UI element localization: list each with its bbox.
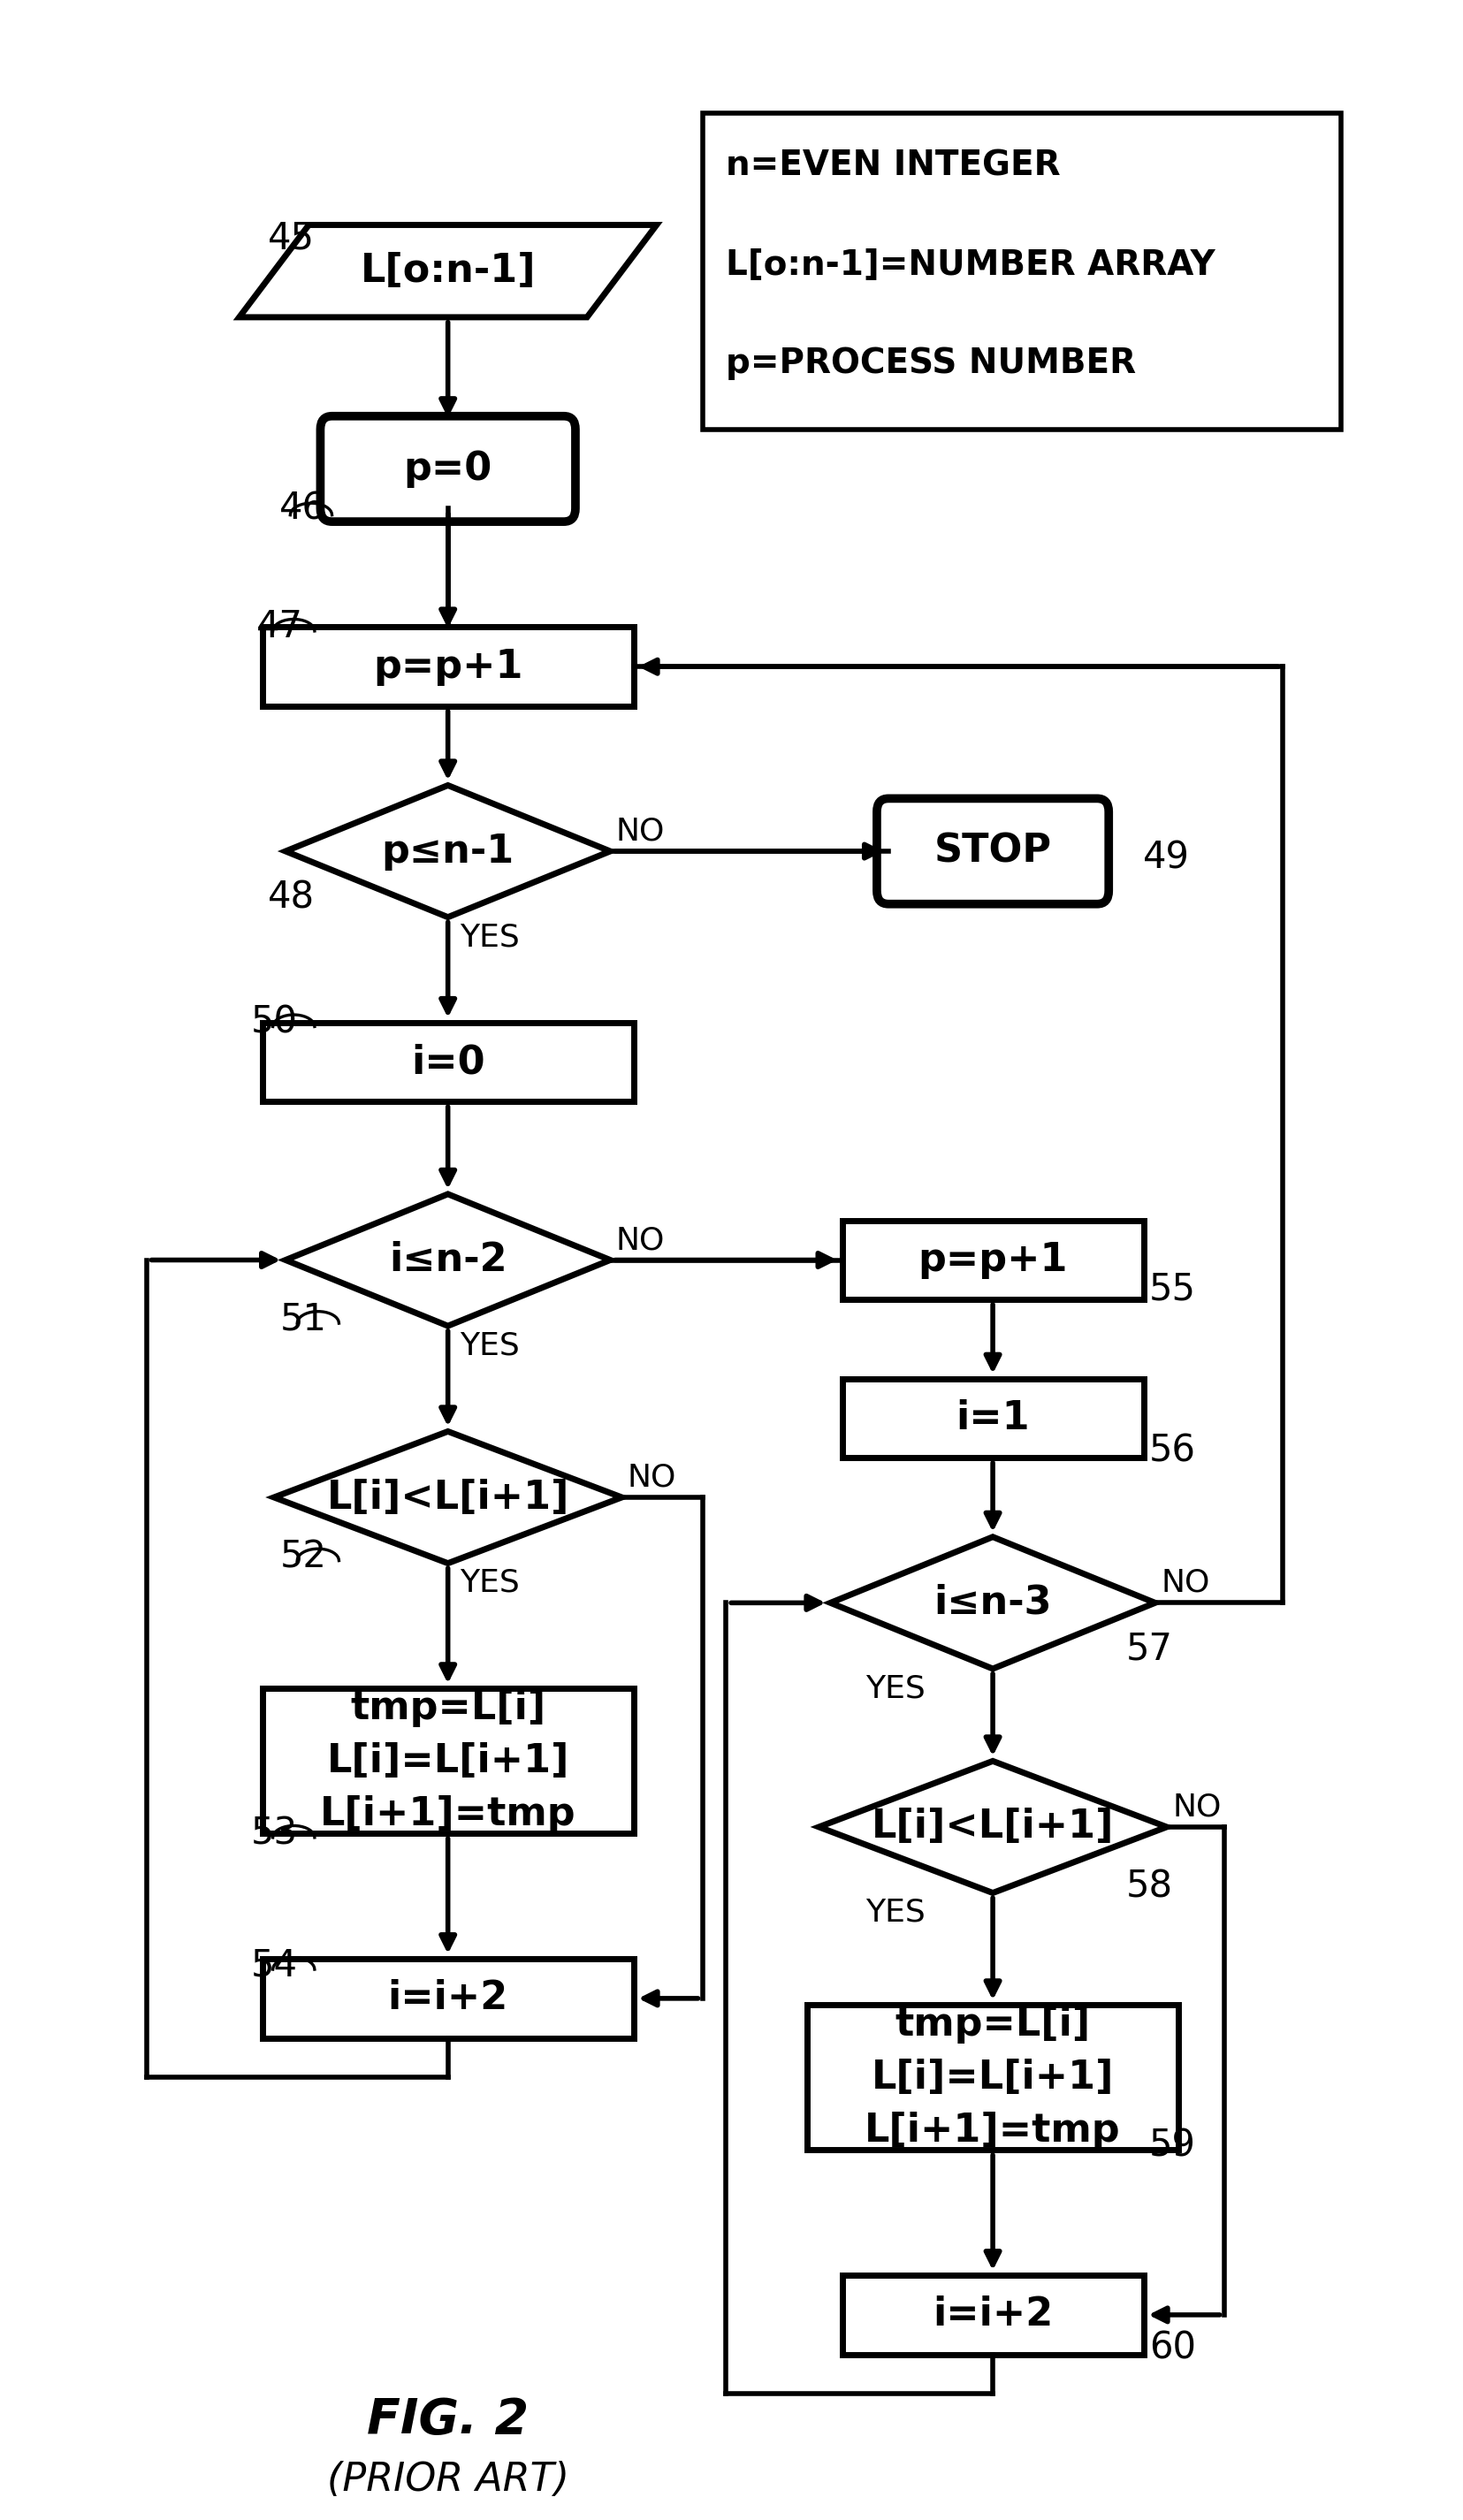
Text: L[i]<L[i+1]: L[i]<L[i+1] bbox=[326, 1479, 569, 1517]
Text: 49: 49 bbox=[1143, 839, 1189, 877]
Text: p=p+1: p=p+1 bbox=[373, 648, 522, 685]
Bar bbox=[841, 2276, 1143, 2354]
Text: tmp=L[i]
L[i]=L[i+1]
L[i+1]=tmp: tmp=L[i] L[i]=L[i+1] L[i+1]=tmp bbox=[320, 1688, 575, 1832]
Text: YES: YES bbox=[865, 1898, 925, 1928]
Text: n=EVEN INTEGER: n=EVEN INTEGER bbox=[726, 149, 1061, 181]
Polygon shape bbox=[274, 1431, 622, 1562]
Text: NO: NO bbox=[616, 1225, 664, 1255]
Text: NO: NO bbox=[616, 816, 664, 847]
Text: 52: 52 bbox=[279, 1537, 326, 1575]
Polygon shape bbox=[818, 1761, 1166, 1893]
Text: 58: 58 bbox=[1125, 1867, 1172, 1905]
Text: 45: 45 bbox=[268, 219, 315, 257]
Text: YES: YES bbox=[459, 1331, 519, 1361]
Text: L[i]<L[i+1]: L[i]<L[i+1] bbox=[870, 1807, 1113, 1847]
Text: 51: 51 bbox=[279, 1300, 326, 1338]
Text: 56: 56 bbox=[1148, 1434, 1195, 1469]
Text: 55: 55 bbox=[1148, 1270, 1195, 1308]
Text: 50: 50 bbox=[250, 1003, 297, 1041]
Text: L[o:n-1]: L[o:n-1] bbox=[360, 252, 535, 290]
Text: NO: NO bbox=[1172, 1792, 1220, 1822]
Text: i=i+2: i=i+2 bbox=[388, 1978, 508, 2019]
Text: 60: 60 bbox=[1148, 2328, 1195, 2366]
Text: 48: 48 bbox=[268, 879, 315, 915]
Text: i≤n-3: i≤n-3 bbox=[933, 1585, 1050, 1623]
Polygon shape bbox=[285, 1194, 610, 1326]
Text: 54: 54 bbox=[250, 1948, 297, 1983]
Text: FIG. 2: FIG. 2 bbox=[367, 2397, 528, 2444]
Bar bbox=[262, 627, 633, 706]
Text: p=0: p=0 bbox=[404, 451, 492, 489]
Bar bbox=[841, 1378, 1143, 1457]
Text: p≤n-1: p≤n-1 bbox=[382, 832, 514, 869]
Text: YES: YES bbox=[459, 1567, 519, 1598]
Text: i=0: i=0 bbox=[411, 1043, 484, 1081]
Text: NO: NO bbox=[628, 1462, 676, 1492]
Text: YES: YES bbox=[459, 922, 519, 953]
Text: 57: 57 bbox=[1125, 1630, 1172, 1668]
FancyBboxPatch shape bbox=[320, 416, 575, 522]
Text: NO: NO bbox=[1160, 1567, 1208, 1598]
Text: i≤n-2: i≤n-2 bbox=[389, 1240, 506, 1280]
Text: 59: 59 bbox=[1148, 2127, 1195, 2165]
FancyBboxPatch shape bbox=[876, 799, 1107, 905]
Text: i=1: i=1 bbox=[955, 1399, 1028, 1436]
Text: STOP: STOP bbox=[933, 832, 1050, 869]
Bar bbox=[841, 1220, 1143, 1300]
Polygon shape bbox=[285, 786, 610, 917]
Text: 53: 53 bbox=[250, 1814, 297, 1852]
Text: YES: YES bbox=[865, 1673, 925, 1704]
Bar bbox=[702, 113, 1340, 428]
Bar bbox=[262, 1023, 633, 1101]
Bar bbox=[262, 1688, 633, 1835]
Text: 47: 47 bbox=[256, 607, 303, 645]
Text: 46: 46 bbox=[279, 489, 326, 527]
Bar bbox=[262, 1958, 633, 2039]
Polygon shape bbox=[238, 224, 657, 318]
Text: p=p+1: p=p+1 bbox=[917, 1240, 1067, 1280]
Text: i=i+2: i=i+2 bbox=[932, 2296, 1052, 2334]
Text: L[o:n-1]=NUMBER ARRAY: L[o:n-1]=NUMBER ARRAY bbox=[726, 247, 1214, 282]
Text: (PRIOR ART): (PRIOR ART) bbox=[326, 2460, 569, 2500]
Polygon shape bbox=[830, 1537, 1154, 1668]
Text: p=PROCESS NUMBER: p=PROCESS NUMBER bbox=[726, 348, 1135, 381]
Text: tmp=L[i]
L[i]=L[i+1]
L[i+1]=tmp: tmp=L[i] L[i]=L[i+1] L[i+1]=tmp bbox=[865, 2006, 1121, 2150]
Bar bbox=[806, 2006, 1178, 2150]
